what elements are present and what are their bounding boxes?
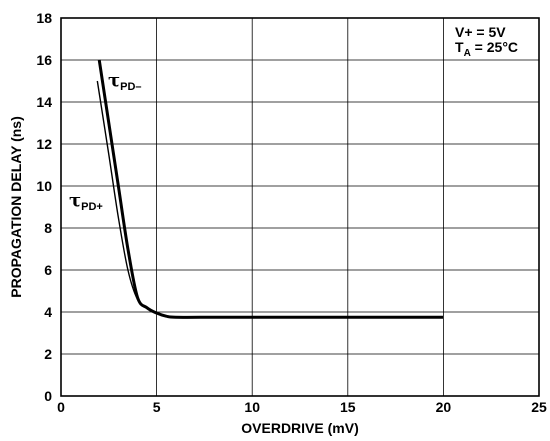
y-axis-title: PROPAGATION DELAY (ns) bbox=[8, 116, 24, 298]
y-tick-label: 10 bbox=[36, 178, 52, 194]
annotation-temp-sub: A bbox=[464, 48, 471, 59]
plot-background bbox=[61, 18, 539, 396]
y-tick-label: 12 bbox=[36, 136, 52, 152]
y-tick-label: 0 bbox=[44, 388, 52, 404]
y-tick-label: 8 bbox=[44, 220, 52, 236]
x-axis-title: OVERDRIVE (mV) bbox=[241, 420, 358, 436]
y-tick-label: 18 bbox=[36, 10, 52, 26]
series-label-pd-minus: τPD– bbox=[108, 70, 142, 93]
plot-frame bbox=[60, 17, 540, 397]
y-tick-label: 4 bbox=[44, 304, 52, 320]
x-tick-label: 0 bbox=[57, 399, 65, 415]
grid bbox=[61, 18, 539, 396]
annotation-supply: V+ = 5V bbox=[455, 24, 506, 40]
y-tick-label: 2 bbox=[44, 346, 52, 362]
x-tick-label: 25 bbox=[531, 399, 547, 415]
series-label-pd-plus: τPD+ bbox=[69, 190, 103, 213]
annotation-temp-main: T bbox=[455, 39, 464, 55]
series-label-pd-plus-main: τ bbox=[69, 190, 81, 211]
series-label-pd-minus-main: τ bbox=[108, 70, 120, 91]
curves bbox=[96, 59, 444, 319]
x-tick-label: 10 bbox=[244, 399, 260, 415]
series-label-pd-plus-sub: PD+ bbox=[81, 201, 103, 213]
y-tick-label: 14 bbox=[36, 94, 52, 110]
x-tick-label: 15 bbox=[340, 399, 356, 415]
y-tick-label: 16 bbox=[36, 52, 52, 68]
ticks: 0 5 10 15 20 25 0 2 4 6 8 10 12 14 16 18 bbox=[36, 10, 547, 415]
x-tick-label: 20 bbox=[436, 399, 452, 415]
x-tick-label: 5 bbox=[153, 399, 161, 415]
y-tick-label: 6 bbox=[44, 262, 52, 278]
series-line-pd-plus bbox=[96, 80, 444, 319]
series-label-pd-minus-sub: PD– bbox=[120, 81, 141, 93]
annotation-temp-rest: = 25°C bbox=[471, 39, 518, 55]
annotation-temperature: TA = 25°C bbox=[455, 39, 518, 59]
